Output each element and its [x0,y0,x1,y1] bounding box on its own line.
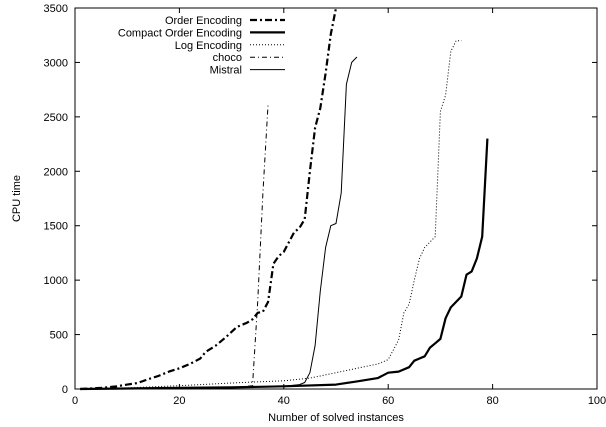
series-line-order-encoding [80,7,338,391]
x-tick-label: 0 [72,395,78,407]
x-tick-label: 20 [173,395,185,407]
x-tick-label: 100 [588,395,606,407]
series-line-choco [80,103,269,390]
x-axis-title: Number of solved instances [268,412,404,424]
y-tick-label: 0 [62,384,68,396]
y-tick-label: 3500 [44,3,68,15]
y-axis-title: CPU time [11,175,23,222]
legend-label: choco [213,52,242,64]
series-line-compact-order-encoding [80,138,489,391]
y-tick-label: 2000 [44,166,68,178]
y-tick-label: 500 [50,330,68,342]
series-line-mistral [80,56,358,390]
y-tick-label: 3000 [44,57,68,69]
legend-label: Compact Order Encoding [118,27,242,39]
legend-label: Order Encoding [165,15,242,27]
series-layer [80,7,489,391]
legend-label: Log Encoding [175,40,242,52]
x-tick-label: 60 [382,395,394,407]
series-line-log-encoding [80,40,462,390]
y-tick-label: 1500 [44,221,68,233]
plot-frame [74,7,598,390]
y-tick-label: 1000 [44,275,68,287]
x-tick-label: 80 [486,395,498,407]
x-tick-label: 40 [278,395,290,407]
y-tick-label: 2500 [44,112,68,124]
legend-label: Mistral [210,65,242,77]
